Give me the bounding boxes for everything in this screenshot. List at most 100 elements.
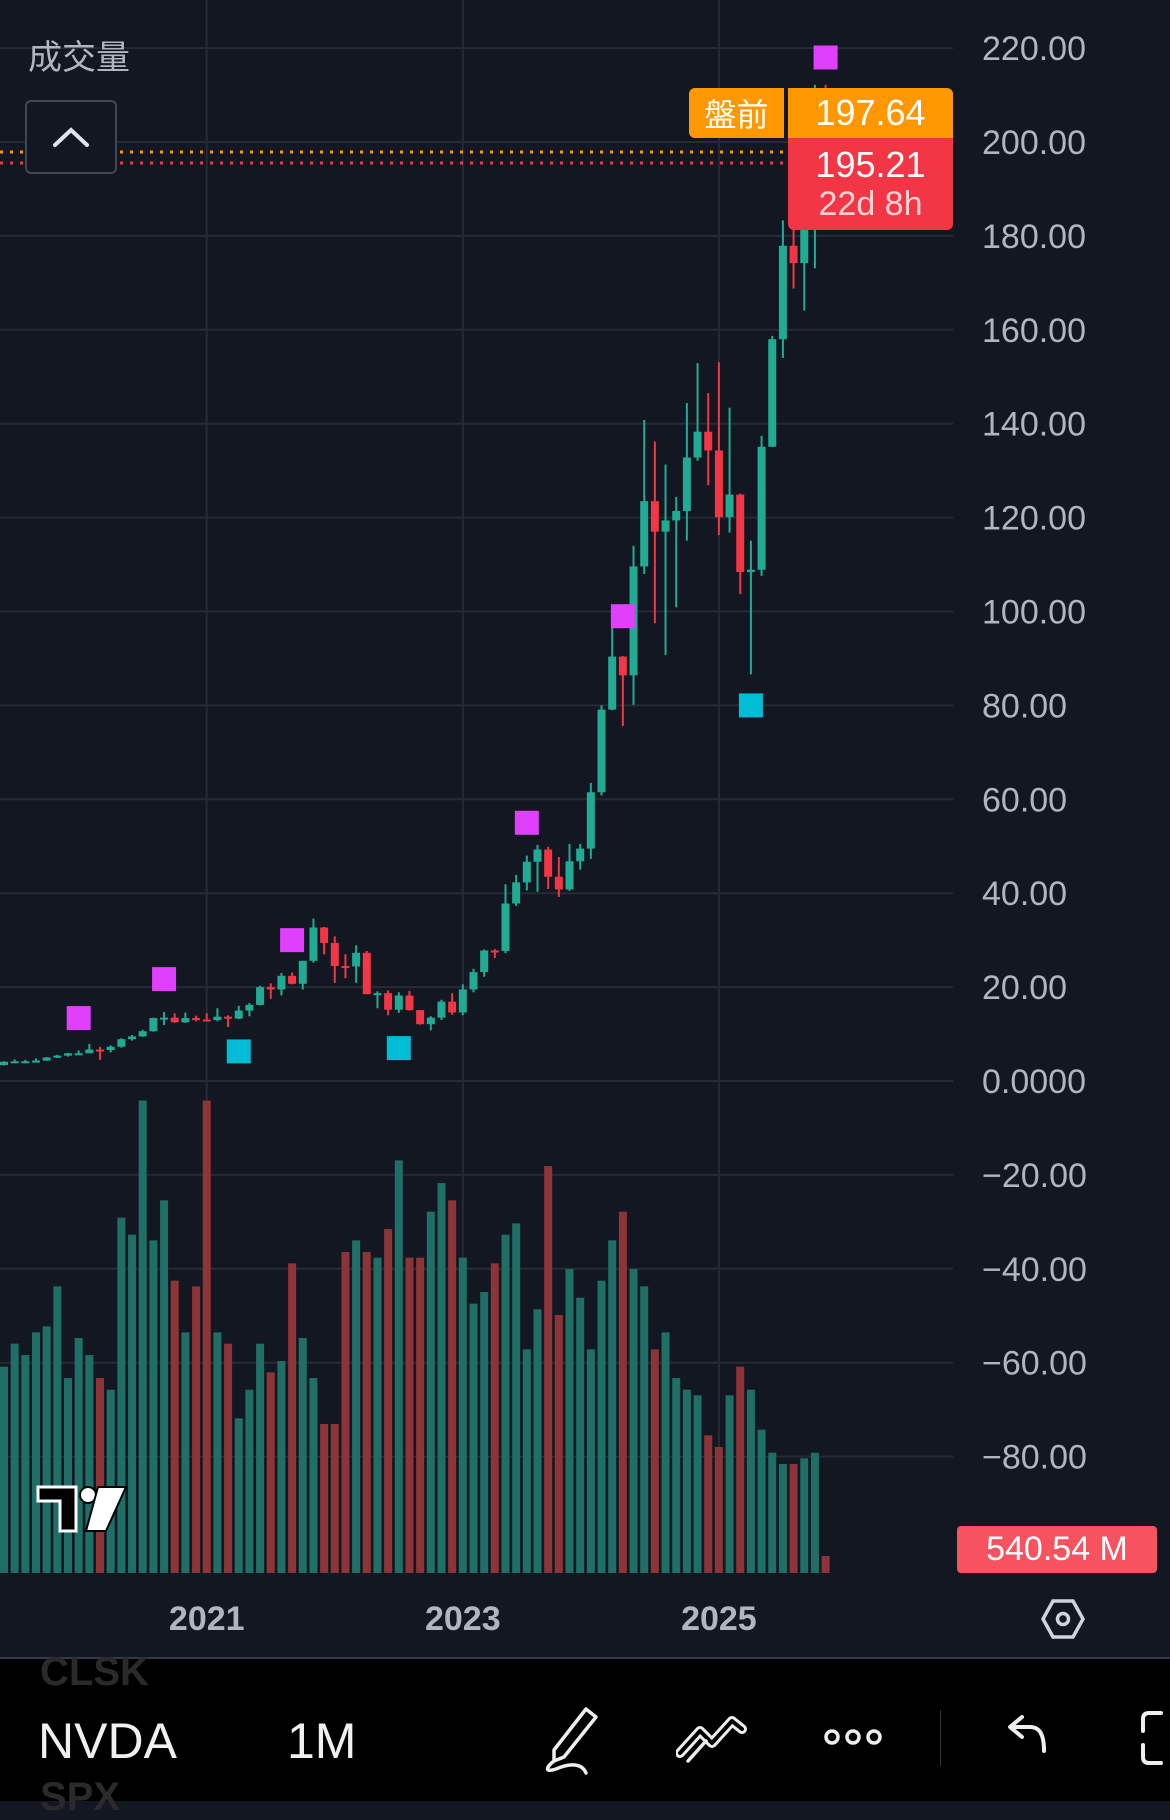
candle-body xyxy=(586,792,595,849)
volume-bar xyxy=(512,1223,521,1573)
candle-body xyxy=(234,1010,243,1019)
candle-body xyxy=(800,204,809,264)
candle-body xyxy=(298,960,307,984)
time-tick-label: 2023 xyxy=(425,1600,501,1638)
price-tick-label: 120.00 xyxy=(982,500,1086,538)
last-price: 195.21 xyxy=(815,143,926,185)
price-tick-label: 80.00 xyxy=(982,687,1067,725)
price-axis[interactable]: 220.00 200.00 180.00 160.00 140.00 120.00 100.… xyxy=(982,30,1087,1477)
bar-countdown: 22d 8h xyxy=(818,185,923,224)
volume-bar xyxy=(288,1263,297,1573)
symbol-button[interactable]: NVDA xyxy=(38,1713,177,1769)
volume-bar xyxy=(416,1257,425,1573)
volume-bar xyxy=(202,1100,211,1573)
volume-bar xyxy=(213,1332,222,1573)
price-tick-label: 180.00 xyxy=(982,218,1086,256)
price-tick-label: 200.00 xyxy=(982,124,1086,162)
price-tick-label: 160.00 xyxy=(982,312,1086,350)
interval-button[interactable]: 1M xyxy=(287,1713,357,1769)
candle-body xyxy=(192,1018,201,1021)
candle-body xyxy=(757,446,766,570)
candle-body xyxy=(10,1061,19,1064)
candle-body xyxy=(597,709,606,793)
volume-bar xyxy=(437,1183,446,1573)
buy-signal-marker xyxy=(738,693,763,718)
volume-bar xyxy=(757,1429,766,1573)
multi-line-icon[interactable] xyxy=(675,1705,747,1769)
volume-bar xyxy=(544,1166,553,1573)
candle-body xyxy=(394,995,403,1010)
candle-body xyxy=(672,511,681,521)
volume-bar xyxy=(160,1200,169,1573)
price-tick-label: 60.00 xyxy=(982,781,1067,819)
ghost-symbol: CLSK xyxy=(40,1650,149,1694)
volume-bar xyxy=(64,1378,73,1573)
settings-icon[interactable] xyxy=(1040,1596,1086,1642)
sell-signal-marker xyxy=(66,1006,91,1031)
volume-bar xyxy=(384,1229,393,1573)
undo-icon[interactable] xyxy=(1000,1705,1070,1769)
price-tick-label: 100.00 xyxy=(982,594,1086,632)
volume-bar xyxy=(330,1424,339,1573)
volume-bar xyxy=(405,1257,414,1573)
candle-body xyxy=(224,1016,233,1019)
volume-bar xyxy=(181,1332,190,1573)
candle-body xyxy=(138,1031,147,1037)
volume-bar xyxy=(629,1269,638,1573)
candle-body xyxy=(448,1001,457,1013)
volume-bar xyxy=(21,1355,30,1573)
ghost-symbol: SPX xyxy=(40,1775,121,1819)
volume-bar xyxy=(661,1332,670,1573)
time-axis[interactable]: 2021 2023 2025 xyxy=(169,1600,757,1638)
volume-bar xyxy=(704,1435,713,1573)
collapse-button[interactable] xyxy=(25,100,117,174)
volume-bar xyxy=(0,1366,8,1573)
volume-bar xyxy=(138,1100,147,1573)
volume-bar xyxy=(789,1464,798,1573)
candle-body xyxy=(373,993,382,996)
tradingview-logo[interactable] xyxy=(32,1481,132,1541)
time-tick-label: 2021 xyxy=(169,1600,245,1638)
candle-body xyxy=(650,501,659,532)
last-price-tag: 195.21 22d 8h xyxy=(788,138,953,230)
volume-value-tag: 540.54 M xyxy=(957,1526,1157,1573)
price-tick-label: 140.00 xyxy=(982,406,1086,444)
premarket-label: 盤前 xyxy=(689,88,784,138)
candle-body xyxy=(266,987,275,990)
volume-bar xyxy=(394,1160,403,1573)
candle-body xyxy=(330,942,339,966)
candle-body xyxy=(608,656,617,710)
volume-bar xyxy=(266,1372,275,1573)
volume-bar xyxy=(149,1240,158,1573)
candle-body xyxy=(53,1055,62,1058)
toolbar-separator xyxy=(940,1710,941,1766)
candle-body xyxy=(704,431,713,451)
volume-bar xyxy=(682,1389,691,1573)
pen-icon[interactable] xyxy=(536,1705,606,1775)
volume-bar xyxy=(224,1343,233,1573)
candle-body xyxy=(565,861,574,890)
volume-bar xyxy=(608,1240,617,1573)
chevron-up-icon xyxy=(53,127,89,147)
candles xyxy=(0,84,830,1066)
volume-bar xyxy=(320,1424,329,1573)
volume-bar xyxy=(565,1269,574,1573)
candle-body xyxy=(117,1039,126,1047)
volume-bar xyxy=(373,1257,382,1573)
sell-signal-marker xyxy=(280,928,305,953)
volume-bar xyxy=(96,1378,105,1573)
volume-bar xyxy=(800,1458,809,1573)
volume-bar xyxy=(768,1452,777,1573)
candle-body xyxy=(554,876,563,890)
time-tick-label: 2025 xyxy=(681,1600,757,1638)
volume-bar xyxy=(10,1343,19,1573)
volume-bar xyxy=(53,1286,62,1573)
candle-body xyxy=(245,1004,254,1011)
fullscreen-icon[interactable] xyxy=(1135,1705,1170,1769)
candle-body xyxy=(512,882,521,904)
candle-body xyxy=(181,1018,190,1023)
price-chart[interactable]: 220.00 200.00 180.00 160.00 140.00 120.00 100.… xyxy=(0,0,1170,1658)
volume-bar xyxy=(821,1555,830,1573)
candle-body xyxy=(746,569,755,573)
more-icon[interactable] xyxy=(820,1705,890,1769)
